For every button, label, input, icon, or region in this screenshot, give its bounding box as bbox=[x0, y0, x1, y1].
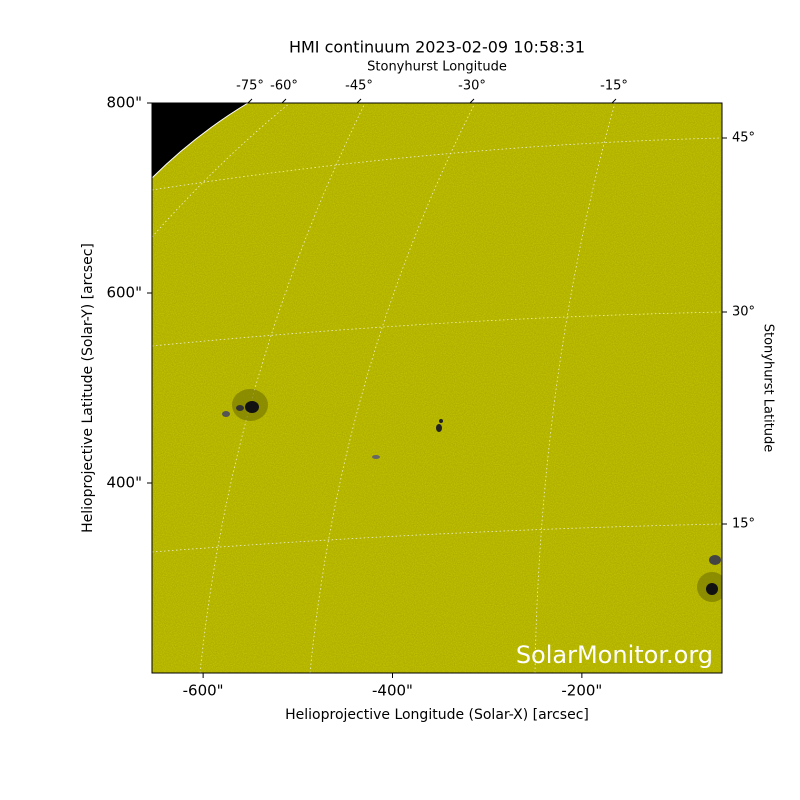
x-axis-label: Helioprojective Longitude (Solar-X) [arc… bbox=[285, 707, 589, 723]
y-tick-label: 600" bbox=[106, 284, 142, 302]
watermark: SolarMonitor.org bbox=[516, 641, 713, 669]
y-tick-label: 800" bbox=[106, 94, 142, 112]
disk-texture bbox=[152, 103, 722, 673]
lon-tick-label: -15° bbox=[600, 79, 628, 94]
limb bbox=[152, 103, 249, 179]
sunspots bbox=[222, 389, 722, 602]
y-tick-label: 400" bbox=[106, 474, 142, 492]
chart-title: HMI continuum 2023-02-09 10:58:31 bbox=[289, 38, 585, 57]
x-tick-label: -400" bbox=[372, 682, 413, 700]
x-tick-label: -600" bbox=[183, 682, 224, 700]
coordinate-grid bbox=[152, 103, 722, 673]
plot-frame bbox=[151, 102, 723, 674]
lon-tick bbox=[281, 98, 287, 104]
top-axis-label: Stonyhurst Longitude bbox=[367, 60, 507, 75]
lon-tick bbox=[611, 98, 617, 104]
lon-tick bbox=[469, 98, 475, 104]
lon-tick-label: -30° bbox=[458, 79, 486, 94]
lon-tick-label: -75° bbox=[236, 79, 264, 94]
solar-image bbox=[152, 103, 722, 673]
lat-tick-label: 15° bbox=[732, 517, 755, 532]
lon-tick bbox=[247, 98, 253, 104]
right-axis-label: Stonyhurst Latitude bbox=[761, 324, 776, 453]
lon-tick-label: -45° bbox=[345, 79, 373, 94]
x-tick-label: -200" bbox=[561, 682, 602, 700]
lon-tick bbox=[356, 98, 362, 104]
y-axis-label: Helioprojective Latitude (Solar-Y) [arcs… bbox=[80, 243, 96, 533]
lat-tick-label: 30° bbox=[732, 305, 755, 320]
lat-tick-label: 45° bbox=[732, 131, 755, 146]
off-disk bbox=[152, 103, 248, 178]
lon-tick-label: -60° bbox=[270, 79, 298, 94]
